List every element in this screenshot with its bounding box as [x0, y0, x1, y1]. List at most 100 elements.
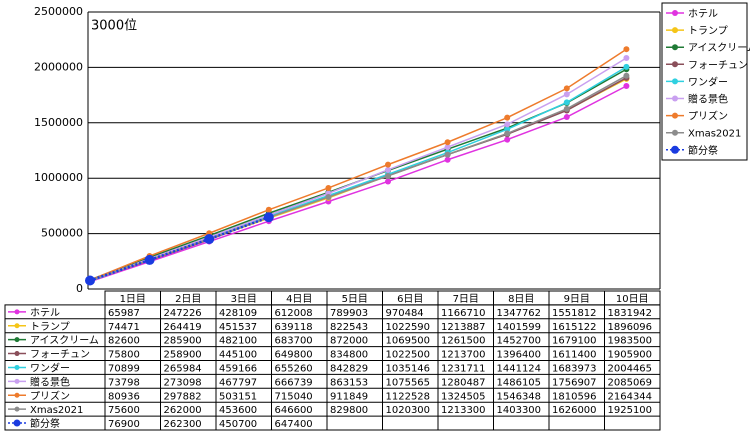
table-key-marker — [14, 364, 20, 370]
data-point — [504, 121, 511, 128]
table-header: 7日目 — [453, 294, 479, 305]
table-cell: 1280487 — [441, 377, 486, 388]
data-point — [385, 161, 391, 168]
table-cell: 451537 — [219, 322, 257, 333]
legend-label: ワンダー — [688, 75, 728, 88]
table-cell: 1831942 — [608, 308, 653, 319]
y-tick-label: 2000000 — [34, 60, 83, 73]
y-tick-label: 1500000 — [34, 116, 83, 129]
table-cell: 1486105 — [497, 377, 542, 388]
data-point — [263, 212, 274, 223]
y-tick-label: 500000 — [41, 227, 83, 240]
series-line — [89, 48, 627, 281]
data-point — [623, 83, 630, 90]
table-cell: 285900 — [164, 336, 202, 347]
table-cell: 1231711 — [441, 363, 486, 374]
table-header: 8日目 — [508, 294, 534, 305]
table-cell: 1683973 — [552, 363, 597, 374]
table-row-label: トランプ — [30, 321, 70, 333]
table-cell: 262000 — [164, 405, 202, 416]
table-row-label: Xmas2021 — [30, 405, 83, 416]
table-cell: 655260 — [275, 363, 313, 374]
table-row-label: フォーチュン — [30, 349, 90, 361]
table-cell: 639118 — [275, 322, 313, 333]
data-point — [85, 275, 95, 286]
table-row-label: アイスクリーム — [30, 335, 99, 347]
table-cell: 75600 — [108, 405, 140, 416]
table-cell: 683700 — [275, 336, 313, 347]
table-cell: 1626000 — [552, 405, 597, 416]
table-cell: 666739 — [275, 377, 313, 388]
table-cell: 265984 — [164, 363, 202, 374]
table-cell: 1925100 — [608, 405, 653, 416]
table-cell: 1551812 — [552, 308, 597, 319]
data-point — [563, 105, 570, 112]
y-tick-label: 1000000 — [34, 171, 83, 184]
table-cell: 258900 — [164, 350, 202, 361]
table-cell: 1546348 — [497, 391, 542, 402]
table-cell: 1075565 — [386, 377, 431, 388]
legend-key-marker — [672, 112, 678, 119]
data-point — [385, 178, 391, 185]
table-cell: 842829 — [330, 363, 368, 374]
table-header: 5日目 — [342, 294, 368, 305]
table-header: 4日目 — [286, 294, 312, 305]
table-cell: 1452700 — [497, 336, 542, 347]
table-cell: 503151 — [219, 391, 257, 402]
table-cell: 82600 — [108, 336, 140, 347]
table-cell: 247226 — [164, 308, 202, 319]
table-cell: 74471 — [108, 322, 140, 333]
data-point — [504, 126, 511, 133]
table-cell: 75800 — [108, 350, 140, 361]
legend-label: 贈る景色 — [688, 93, 728, 106]
series-line — [89, 75, 627, 282]
annotation: 3000位 — [91, 19, 137, 34]
data-point — [504, 136, 511, 143]
data-point — [563, 114, 570, 121]
table-header: 10日目 — [616, 294, 649, 305]
table-header: 2日目 — [175, 294, 201, 305]
table-cell: 76900 — [108, 419, 140, 430]
table-header: 1日目 — [120, 294, 146, 305]
legend-label: トランプ — [688, 25, 728, 37]
table-cell: 822543 — [330, 322, 368, 333]
table-cell: 453600 — [219, 405, 257, 416]
table-key-marker — [14, 323, 20, 329]
data-point — [563, 85, 570, 92]
data-point — [504, 114, 511, 121]
table-cell: 1022500 — [386, 350, 431, 361]
legend-label: アイスクリーム — [688, 42, 750, 54]
table-cell: 73798 — [108, 377, 140, 388]
table-cell: 450700 — [219, 419, 257, 430]
data-point — [204, 234, 215, 245]
table-cell: 297882 — [164, 391, 202, 402]
legend-label: Xmas2021 — [688, 129, 741, 140]
table-key-marker — [14, 378, 20, 384]
table-row-label: ワンダー — [30, 361, 70, 374]
table-cell: 2004465 — [608, 363, 653, 374]
table-cell: 2164344 — [608, 391, 653, 402]
table-key-marker — [14, 392, 20, 398]
table-cell: 1401599 — [497, 322, 542, 333]
legend-key-marker — [672, 129, 678, 136]
table-cell: 911849 — [330, 391, 368, 402]
table-key-marker — [14, 309, 20, 315]
legend-key-marker — [672, 10, 678, 16]
legend-key-marker — [671, 145, 679, 154]
data-point — [563, 91, 570, 98]
data-point — [325, 184, 332, 191]
table-cell: 1441124 — [497, 363, 542, 374]
table-cell: 612008 — [275, 308, 313, 319]
table-cell: 834800 — [330, 350, 368, 361]
table-cell: 1615122 — [552, 322, 597, 333]
table-cell: 1403300 — [497, 405, 542, 416]
table-cell: 1035146 — [386, 363, 431, 374]
table-cell: 646600 — [275, 405, 313, 416]
data-point — [623, 46, 630, 53]
table-header: 6日目 — [397, 294, 423, 305]
table-cell: 789903 — [330, 308, 368, 319]
legend-key-marker — [672, 95, 678, 102]
table-cell: 1213700 — [441, 350, 486, 361]
table-cell: 70899 — [108, 363, 140, 374]
